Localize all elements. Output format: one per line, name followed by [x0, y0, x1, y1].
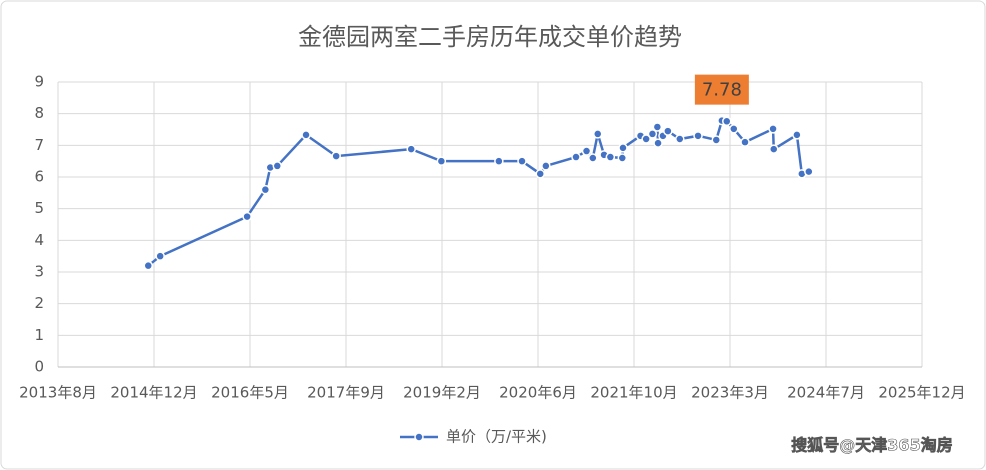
- point-marker: [617, 153, 628, 163]
- point-marker: [693, 131, 703, 141]
- x-tick-label: 2020年6月: [499, 384, 577, 402]
- y-tick-label: 6: [34, 168, 44, 186]
- y-tick-label: 5: [34, 199, 44, 217]
- point-marker: [729, 124, 739, 134]
- x-tick-label: 2013年8月: [19, 384, 97, 402]
- point-marker: [652, 122, 663, 132]
- point-marker: [618, 143, 628, 153]
- watermark: 搜狐号@天津365淘房: [791, 436, 952, 455]
- point-marker: [663, 126, 673, 136]
- point-marker: [769, 144, 779, 154]
- point-marker: [711, 135, 722, 145]
- x-tick-label: 2023年3月: [691, 384, 769, 402]
- x-tick-label: 2014年12月: [110, 384, 197, 402]
- point-marker: [768, 124, 778, 134]
- x-tick-label: 2019年2月: [403, 384, 481, 402]
- point-marker: [436, 156, 447, 166]
- point-marker: [406, 144, 416, 154]
- point-marker: [581, 146, 592, 156]
- x-tick-label: 2016年5月: [211, 384, 289, 402]
- point-marker: [331, 151, 341, 161]
- point-marker: [571, 152, 581, 162]
- point-marker: [792, 130, 802, 140]
- y-tick-label: 3: [34, 263, 44, 281]
- point-marker: [494, 156, 504, 166]
- point-marker: [740, 137, 750, 147]
- point-marker: [804, 166, 814, 177]
- point-marker: [592, 129, 603, 139]
- point-marker: [588, 153, 598, 163]
- y-tick-label: 2: [34, 294, 44, 312]
- legend-label: 单价（万/平米): [446, 428, 547, 446]
- point-marker: [675, 134, 685, 144]
- x-tick-label: 2025年12月: [878, 384, 965, 402]
- y-tick-label: 9: [34, 73, 44, 91]
- data-label: 7.78: [702, 80, 742, 101]
- point-marker: [242, 211, 252, 222]
- x-tick-label: 2017年9月: [307, 384, 385, 402]
- point-marker: [605, 152, 616, 162]
- point-marker: [301, 130, 311, 140]
- point-marker: [641, 134, 651, 144]
- y-tick-label: 7: [34, 136, 44, 154]
- y-tick-label: 8: [34, 104, 44, 122]
- x-tick-label: 2021年10月: [590, 384, 677, 402]
- x-tick-label: 2024年7月: [787, 384, 865, 402]
- y-tick-label: 1: [34, 326, 44, 344]
- point-marker: [272, 161, 283, 171]
- legend-marker: [414, 432, 424, 442]
- point-marker: [155, 251, 165, 261]
- point-marker: [647, 129, 658, 139]
- point-marker: [541, 161, 551, 171]
- point-marker: [722, 116, 732, 127]
- point-marker: [143, 260, 153, 271]
- chart-title: 金德园两室二手房历年成交单价趋势: [298, 23, 682, 51]
- y-tick-label: 4: [34, 231, 44, 249]
- point-marker: [535, 169, 545, 179]
- y-tick-label: 0: [34, 358, 44, 376]
- data-label-box: [694, 74, 749, 105]
- point-marker: [517, 156, 527, 166]
- point-marker: [653, 138, 663, 148]
- point-marker: [260, 184, 271, 195]
